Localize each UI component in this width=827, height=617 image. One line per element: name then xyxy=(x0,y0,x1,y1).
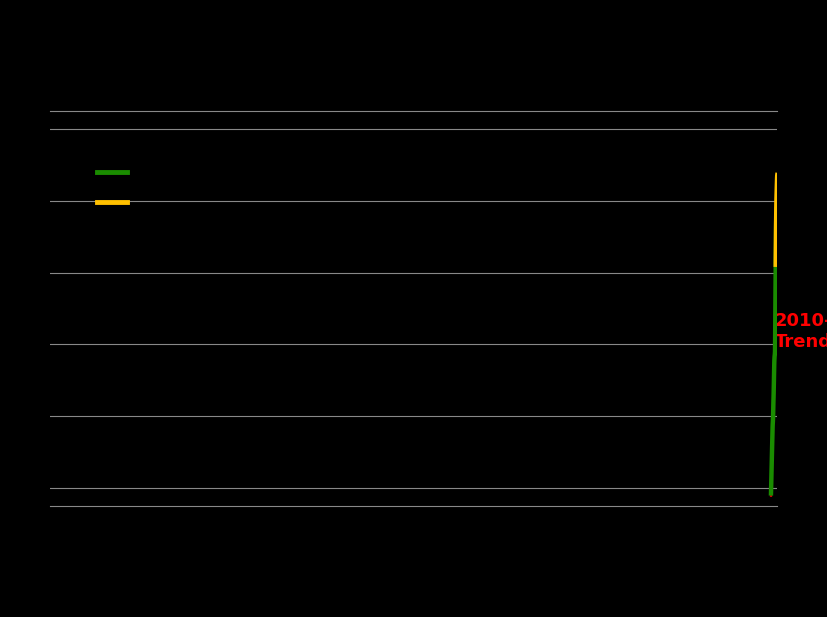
Legend: , : , xyxy=(97,165,131,210)
Text: 2010-2019
Trend: 2010-2019 Trend xyxy=(775,312,827,351)
